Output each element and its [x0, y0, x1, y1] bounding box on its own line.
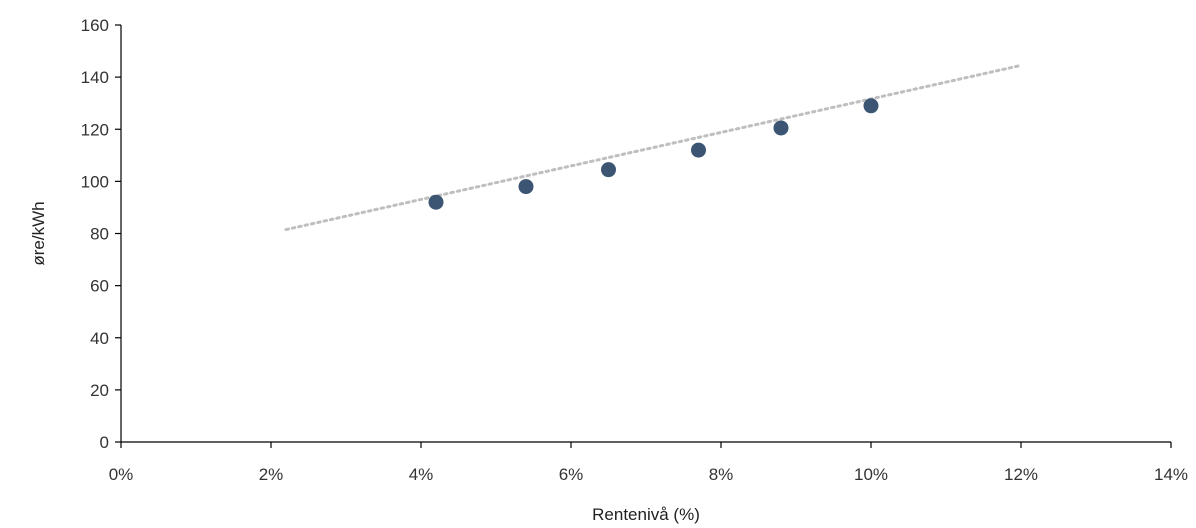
y-axis-title: øre/kWh — [29, 201, 48, 265]
y-tick-label: 0 — [100, 433, 109, 452]
y-ticks: 0 20 40 60 80 100 120 140 160 — [81, 16, 121, 452]
x-tick-label: 14% — [1154, 465, 1188, 484]
y-tick-label: 20 — [90, 381, 109, 400]
y-tick-label: 60 — [90, 277, 109, 296]
trendline — [286, 65, 1021, 229]
x-tick-label: 10% — [854, 465, 888, 484]
data-point — [864, 98, 879, 113]
data-points — [429, 98, 879, 209]
x-tick-label: 2% — [259, 465, 284, 484]
x-axis-title: Rentenivå (%) — [592, 505, 700, 524]
data-point — [691, 143, 706, 158]
data-point — [429, 195, 444, 210]
x-tick-label: 8% — [709, 465, 734, 484]
x-tick-label: 12% — [1004, 465, 1038, 484]
x-tick-label: 6% — [559, 465, 584, 484]
y-tick-label: 100 — [81, 172, 109, 191]
x-tick-label: 0% — [109, 465, 134, 484]
trendline-group — [286, 65, 1021, 229]
data-point — [601, 162, 616, 177]
x-ticks: 0% 2% 4% 6% 8% 10% 12% 14% — [109, 442, 1188, 484]
y-tick-label: 160 — [81, 16, 109, 35]
axes — [121, 25, 1171, 442]
y-tick-label: 80 — [90, 225, 109, 244]
data-point — [774, 120, 789, 135]
y-tick-label: 40 — [90, 329, 109, 348]
y-tick-label: 120 — [81, 120, 109, 139]
y-tick-label: 140 — [81, 68, 109, 87]
data-point — [519, 179, 534, 194]
x-tick-label: 4% — [409, 465, 434, 484]
